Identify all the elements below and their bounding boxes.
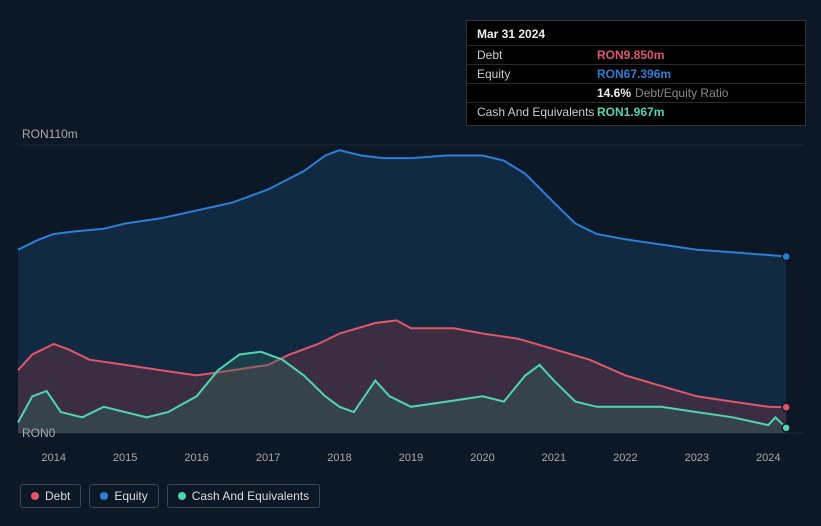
x-axis-label: 2021: [542, 452, 566, 464]
y-axis-label: RON0: [22, 426, 55, 440]
tooltip-row-value: RON1.967m: [597, 105, 664, 119]
tooltip-row: 14.6%Debt/Equity Ratio: [467, 83, 805, 102]
legend-item-label: Debt: [45, 489, 70, 503]
x-axis-label: 2019: [399, 452, 423, 464]
tooltip-row-label: Equity: [477, 67, 597, 81]
legend-dot-icon: [100, 492, 108, 500]
x-axis-label: 2020: [470, 452, 494, 464]
tooltip-row-label: Cash And Equivalents: [477, 105, 597, 119]
tooltip-row-value: 14.6%Debt/Equity Ratio: [597, 86, 728, 100]
end-marker-cash: [782, 424, 790, 432]
tooltip-row: DebtRON9.850m: [467, 45, 805, 64]
chart-tooltip: Mar 31 2024DebtRON9.850mEquityRON67.396m…: [466, 20, 806, 126]
tooltip-row: Cash And EquivalentsRON1.967m: [467, 102, 805, 121]
tooltip-row-label: Debt: [477, 48, 597, 62]
tooltip-row-label: [477, 86, 597, 100]
tooltip-date: Mar 31 2024: [467, 25, 805, 45]
legend-dot-icon: [31, 492, 39, 500]
chart-legend: Debt Equity Cash And Equivalents: [20, 484, 320, 508]
x-axis-label: 2024: [756, 452, 780, 464]
x-axis-label: 2017: [256, 452, 280, 464]
tooltip-row-value: RON67.396m: [597, 67, 671, 81]
end-marker-debt: [782, 403, 790, 411]
x-axis-label: 2015: [113, 452, 137, 464]
tooltip-row: EquityRON67.396m: [467, 64, 805, 83]
x-axis-label: 2016: [184, 452, 208, 464]
legend-item-label: Equity: [114, 489, 147, 503]
x-axis-label: 2014: [41, 452, 65, 464]
tooltip-row-value: RON9.850m: [597, 48, 664, 62]
legend-item-debt[interactable]: Debt: [20, 484, 81, 508]
x-axis-label: 2023: [685, 452, 709, 464]
legend-item-cash[interactable]: Cash And Equivalents: [167, 484, 320, 508]
x-axis-label: 2022: [613, 452, 637, 464]
legend-item-equity[interactable]: Equity: [89, 484, 158, 508]
x-axis-label: 2018: [327, 452, 351, 464]
y-axis-label: RON110m: [22, 127, 78, 141]
end-marker-equity: [782, 253, 790, 261]
legend-dot-icon: [178, 492, 186, 500]
legend-item-label: Cash And Equivalents: [192, 489, 309, 503]
